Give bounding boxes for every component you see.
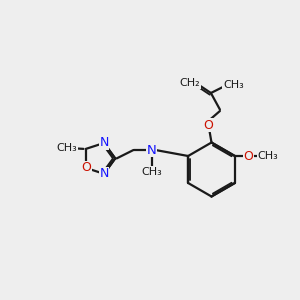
Text: CH₂: CH₂ — [180, 78, 200, 88]
Text: CH₃: CH₃ — [223, 80, 244, 90]
Text: N: N — [147, 143, 156, 157]
Text: O: O — [204, 118, 213, 132]
Text: O: O — [243, 149, 253, 163]
Text: N: N — [99, 167, 109, 180]
Text: N: N — [99, 136, 109, 149]
Text: CH₃: CH₃ — [257, 151, 278, 161]
Text: CH₃: CH₃ — [141, 167, 162, 177]
Text: CH₃: CH₃ — [56, 143, 77, 153]
Text: O: O — [81, 161, 91, 174]
